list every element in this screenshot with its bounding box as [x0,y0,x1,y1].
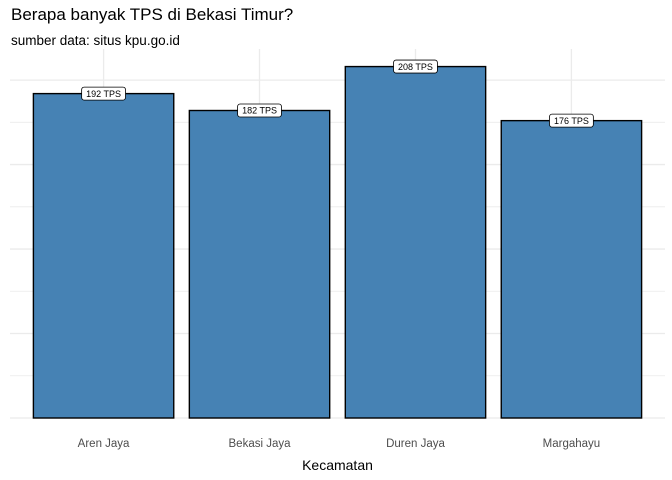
data-label: 208 TPS [393,59,438,74]
data-label-text: 208 TPS [398,62,433,72]
bar-bekasi-jaya [188,109,331,419]
data-label-box [549,113,594,128]
bar-duren-jaya [344,65,487,419]
x-tick-label: Margahayu [543,438,601,450]
data-label: 192 TPS [81,86,126,101]
data-label-text: 182 TPS [242,106,277,116]
data-labels: 192 TPS 182 TPS 208 TPS 176 TPS [81,59,594,128]
data-label: 176 TPS [549,113,594,128]
x-tick-label: Bekasi Jaya [229,438,292,450]
x-tick-label: Duren Jaya [386,438,445,450]
data-label-text: 192 TPS [86,89,121,99]
x-axis-label: Kecamatan [302,457,373,473]
data-label-box [393,59,438,74]
data-label-box [81,86,126,101]
bar-margahayu [500,119,643,419]
bar-aren-jaya [32,92,175,419]
data-label: 182 TPS [237,103,282,118]
bars [32,65,643,419]
data-label-text: 176 TPS [554,116,589,126]
x-tick-label: Aren Jaya [78,438,130,450]
data-label-box [237,103,282,118]
x-tick-labels: Aren Jaya Bekasi Jaya Duren Jaya Margahayu [78,438,601,450]
chart-subtitle: sumber data: situs kpu.go.id [11,33,180,48]
chart-title: Berapa banyak TPS di Bekasi Timur? [11,5,293,24]
